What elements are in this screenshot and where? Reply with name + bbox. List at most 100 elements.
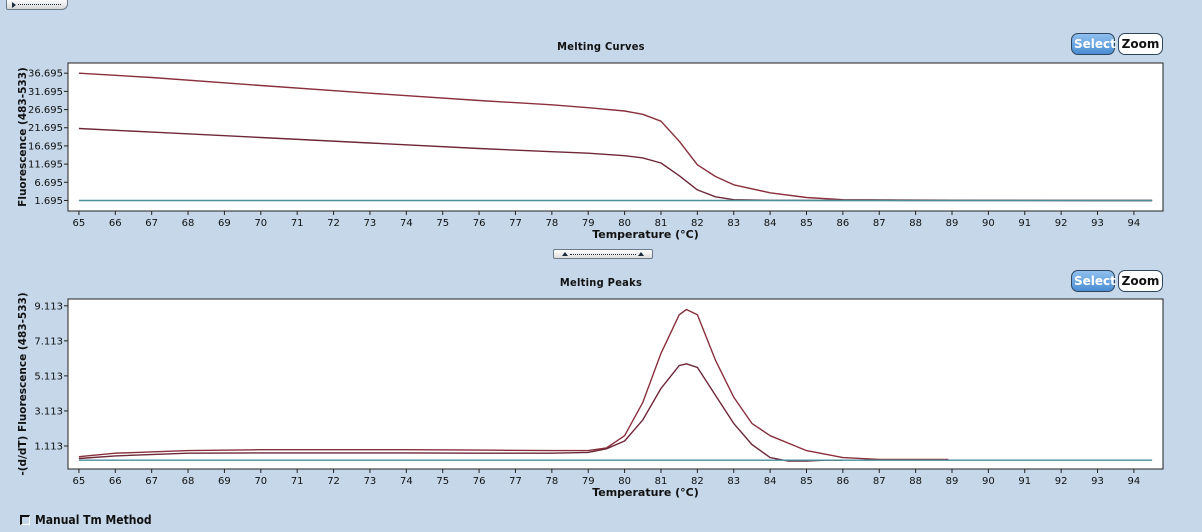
peaks-x-tick-label: 83 (727, 476, 740, 487)
peaks-y-tick-label: 1.113 (34, 441, 63, 452)
peaks-y-tick-label: 5.113 (34, 371, 63, 382)
grip-dots (570, 254, 636, 255)
splitter-up-icon (562, 252, 568, 256)
peaks-plot-area (67, 298, 1164, 470)
grip-dots (18, 4, 61, 5)
peaks-x-tick-label: 78 (545, 476, 558, 487)
peaks-x-tick-label: 66 (109, 476, 122, 487)
melting-peaks-title: Melting Peaks (559, 276, 643, 289)
curves-x-tick-label: 82 (691, 218, 704, 229)
manual-tm-checkbox[interactable] (20, 515, 30, 525)
peaks-x-tick-label: 68 (182, 476, 195, 487)
peaks-x-tick-label: 76 (473, 476, 486, 487)
curves-x-tick-label: 80 (618, 218, 631, 229)
curves-x-tick-label: 89 (946, 218, 959, 229)
peaks-x-tick-label: 69 (218, 476, 231, 487)
collapse-arrow-icon (12, 2, 16, 8)
peaks-x-tick-label: 67 (145, 476, 158, 487)
peaks-y-tick-label: 7.113 (34, 336, 63, 347)
peaks-x-tick-label: 84 (764, 476, 777, 487)
curves-y-tick-label: 26.695 (28, 105, 63, 116)
curves-x-tick-label: 75 (436, 218, 449, 229)
curves-x-tick-label: 74 (400, 218, 413, 229)
curves-x-tick-label: 68 (182, 218, 195, 229)
curves-y-tick-label: 31.695 (28, 87, 63, 98)
collapse-tab[interactable] (6, 0, 68, 10)
peaks-x-tick-label: 77 (509, 476, 522, 487)
curves-x-tick-label: 83 (727, 218, 740, 229)
peaks-x-tick-label: 93 (1091, 476, 1104, 487)
curves-x-tick-label: 93 (1091, 218, 1104, 229)
curves-series-2 (78, 127, 1153, 202)
peaks-x-tick-label: 87 (873, 476, 886, 487)
peaks-x-tick-label: 94 (1128, 476, 1141, 487)
peaks-x-tick-label: 85 (800, 476, 813, 487)
splitter-up-icon (638, 252, 644, 256)
curves-y-tick-label: 11.695 (28, 160, 63, 171)
manual-tm-option[interactable]: Manual Tm Method (20, 512, 165, 528)
curves-x-axis-label: Temperature (°C) (592, 228, 699, 241)
curves-series-1 (78, 72, 1153, 202)
peaks-x-tick-label: 88 (909, 476, 922, 487)
melting-curves-title: Melting Curves (557, 40, 645, 53)
curves-x-tick-label: 86 (836, 218, 849, 229)
curves-y-tick-label: 6.695 (34, 178, 63, 189)
curves-x-tick-label: 67 (145, 218, 158, 229)
curves-y-tick-label: 21.695 (28, 123, 63, 134)
curves-x-tick-label: 85 (800, 218, 813, 229)
curves-y-tick-label: 1.695 (34, 196, 63, 207)
curves-y-axis-label: Fluorescence (483-533) (17, 67, 29, 207)
zoom-button-curves[interactable]: Zoom (1118, 33, 1163, 55)
peaks-x-tick-label: 92 (1055, 476, 1068, 487)
zoom-button-peaks[interactable]: Zoom (1118, 270, 1163, 292)
peaks-y-axis-label: -(d/dT) Fluorescence (483-533) (17, 292, 29, 475)
curves-x-tick-label: 70 (254, 218, 267, 229)
curves-x-tick-label: 76 (473, 218, 486, 229)
curves-plot-area (67, 62, 1164, 212)
curves-x-tick-label: 90 (982, 218, 995, 229)
curves-x-tick-label: 84 (764, 218, 777, 229)
peaks-x-tick-label: 89 (946, 476, 959, 487)
peaks-x-tick-label: 72 (327, 476, 340, 487)
select-button-curves[interactable]: Select (1071, 33, 1116, 55)
peaks-series-1 (78, 308, 949, 461)
peaks-x-tick-label: 73 (364, 476, 377, 487)
peaks-x-tick-label: 81 (655, 476, 668, 487)
peaks-x-tick-label: 90 (982, 476, 995, 487)
peaks-y-tick-label: 3.113 (34, 406, 63, 417)
peaks-x-tick-label: 75 (436, 476, 449, 487)
peaks-x-tick-label: 71 (291, 476, 304, 487)
peaks-series-2 (78, 363, 843, 462)
peaks-x-tick-label: 70 (254, 476, 267, 487)
panel-splitter[interactable] (553, 249, 653, 259)
peaks-x-tick-label: 86 (836, 476, 849, 487)
curves-y-tick-label: 36.695 (28, 69, 63, 80)
curves-x-tick-label: 78 (545, 218, 558, 229)
manual-tm-label: Manual Tm Method (35, 513, 152, 527)
curves-x-tick-label: 88 (909, 218, 922, 229)
curves-x-tick-label: 87 (873, 218, 886, 229)
curves-x-tick-label: 71 (291, 218, 304, 229)
select-button-peaks[interactable]: Select (1071, 270, 1116, 292)
peaks-x-tick-label: 82 (691, 476, 704, 487)
peaks-x-tick-label: 79 (582, 476, 595, 487)
peaks-x-axis-label: Temperature (°C) (592, 486, 699, 499)
curves-x-tick-label: 69 (218, 218, 231, 229)
curves-x-tick-label: 65 (73, 218, 86, 229)
curves-x-tick-label: 94 (1128, 218, 1141, 229)
curves-x-tick-label: 91 (1018, 218, 1031, 229)
curves-x-tick-label: 66 (109, 218, 122, 229)
peaks-x-tick-label: 91 (1018, 476, 1031, 487)
curves-x-tick-label: 79 (582, 218, 595, 229)
curves-x-tick-label: 72 (327, 218, 340, 229)
curves-y-tick-label: 16.695 (28, 141, 63, 152)
curves-x-tick-label: 81 (655, 218, 668, 229)
peaks-x-tick-label: 74 (400, 476, 413, 487)
peaks-x-tick-label: 65 (73, 476, 86, 487)
peaks-y-tick-label: 9.113 (34, 301, 63, 312)
curves-x-tick-label: 77 (509, 218, 522, 229)
curves-x-tick-label: 92 (1055, 218, 1068, 229)
curves-x-tick-label: 73 (364, 218, 377, 229)
peaks-x-tick-label: 80 (618, 476, 631, 487)
